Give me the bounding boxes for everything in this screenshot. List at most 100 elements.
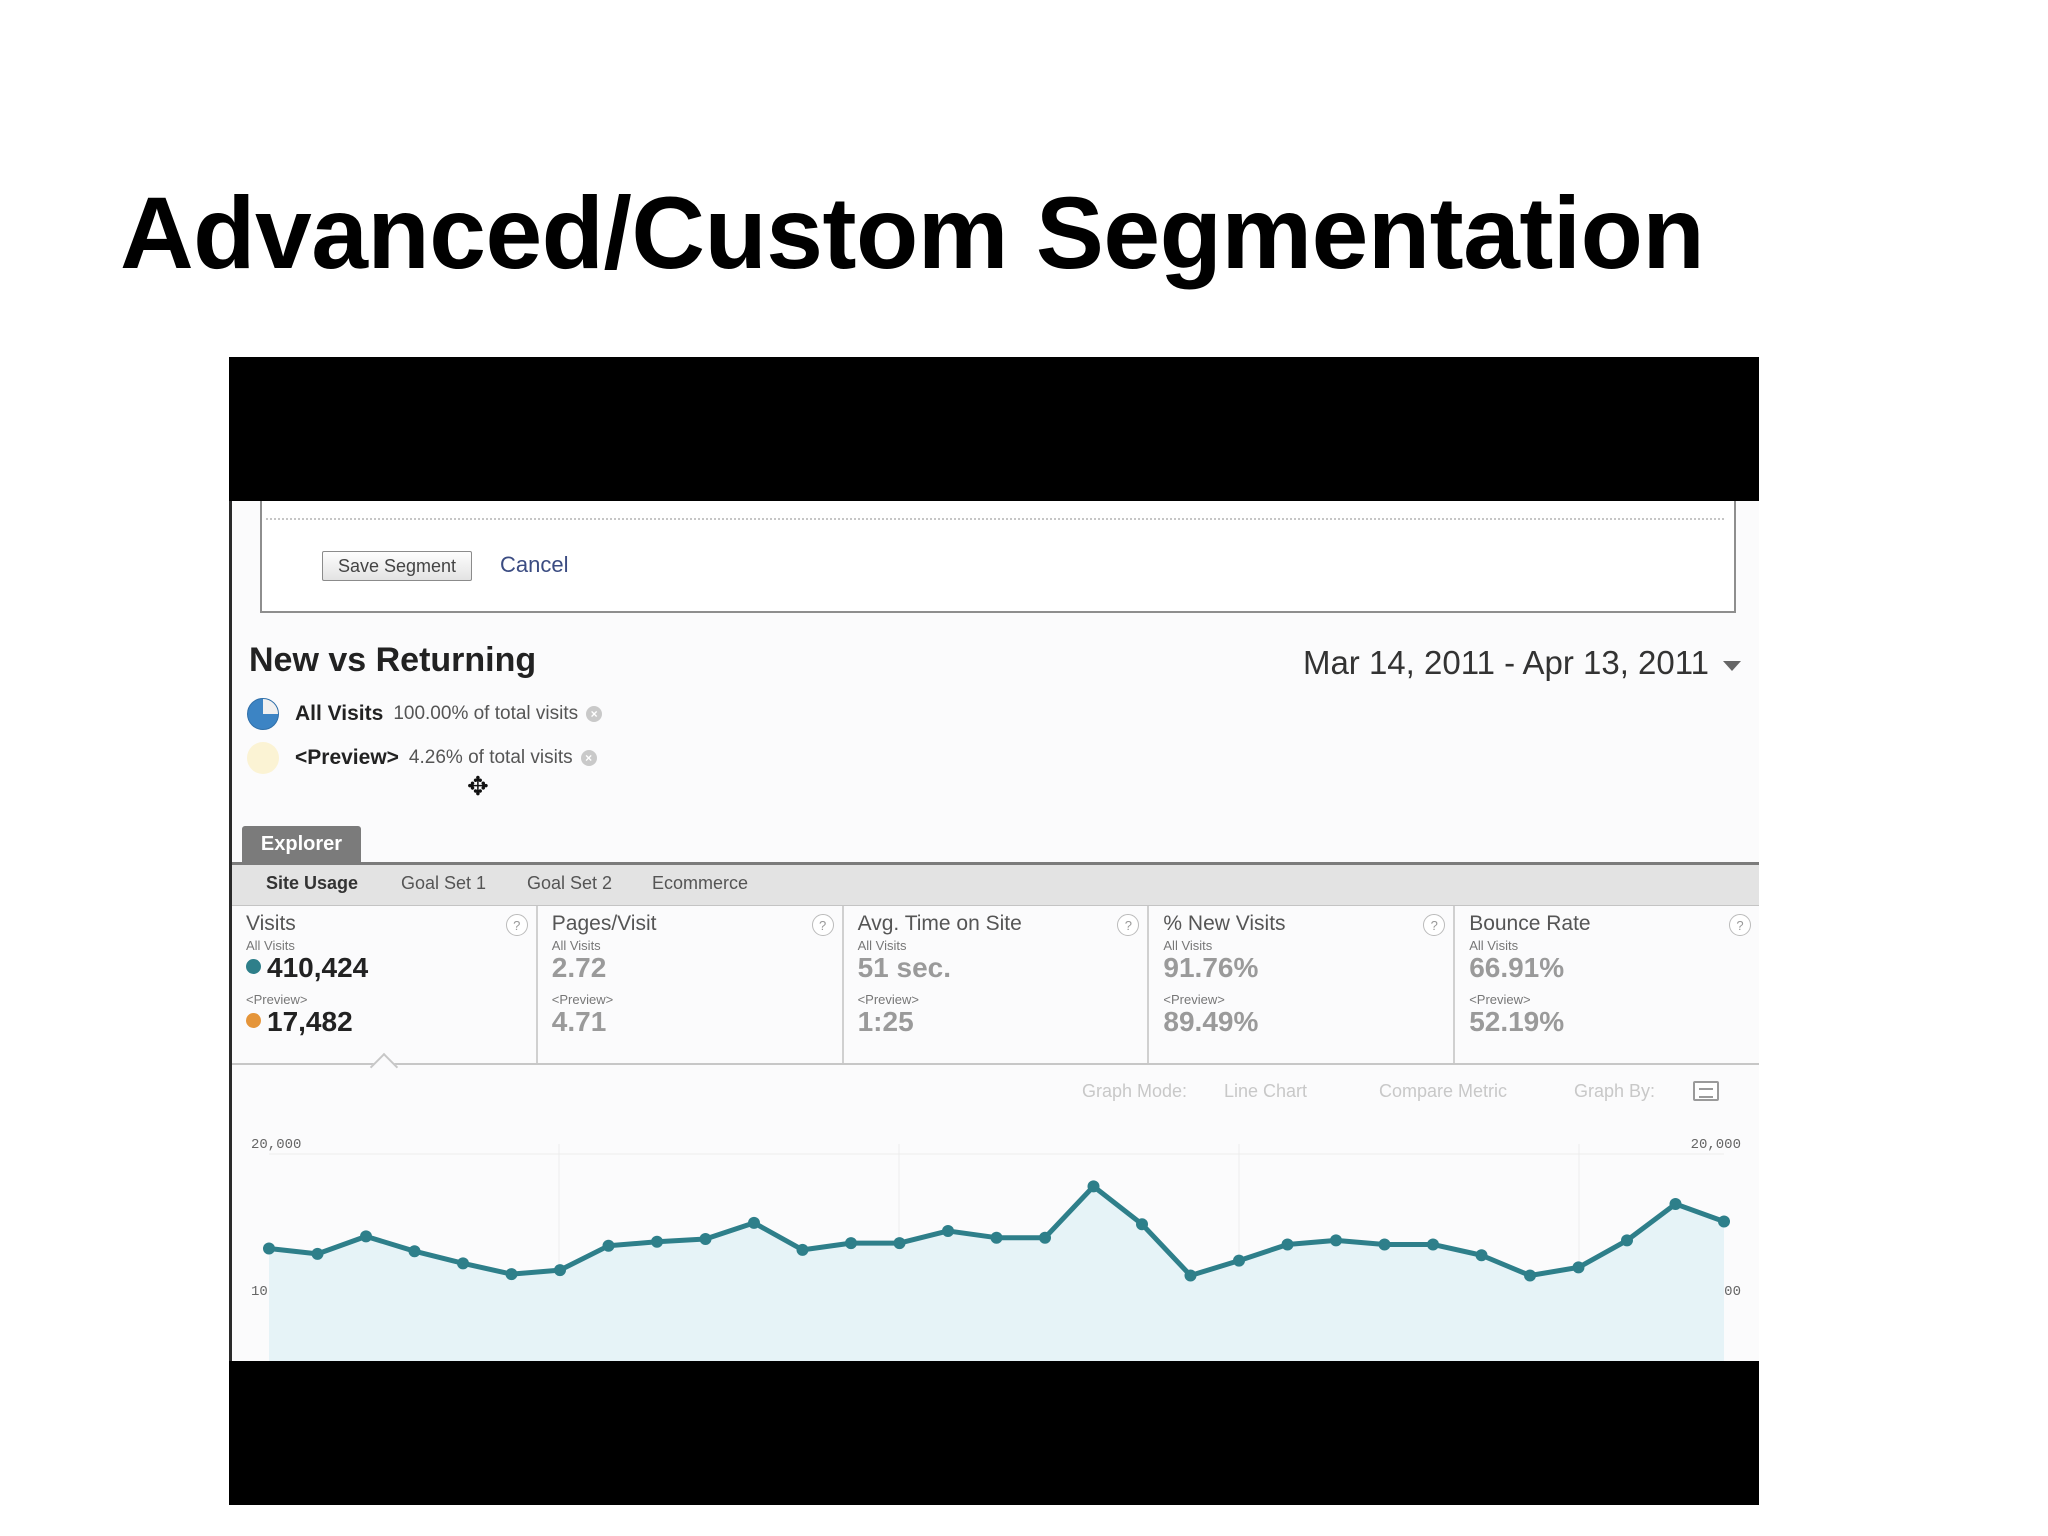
metric-new-visits[interactable]: % New Visits ? All Visits 91.76% <Previe…	[1149, 906, 1456, 1063]
data-point[interactable]	[1718, 1215, 1730, 1228]
data-point[interactable]	[1621, 1234, 1633, 1247]
y-tick-label: 20,000	[251, 1137, 301, 1153]
metric-value-preview: 17,482	[246, 1007, 536, 1037]
graph-mode-select[interactable]: Line Chart	[1224, 1081, 1308, 1101]
compare-metric-select[interactable]: Compare Metric	[1379, 1081, 1508, 1101]
segment-name: All Visits	[295, 702, 384, 725]
metric-value: 17,482	[267, 1006, 353, 1037]
data-point[interactable]	[1136, 1218, 1148, 1231]
save-segment-button[interactable]: Save Segment	[322, 551, 472, 581]
data-point[interactable]	[796, 1243, 809, 1256]
data-point[interactable]	[748, 1216, 760, 1229]
subtab-goal-set-2[interactable]: Goal Set 2	[527, 873, 613, 893]
metric-segment-label: <Preview>	[246, 992, 308, 1007]
metric-name: % New Visits	[1163, 912, 1286, 935]
divider	[266, 518, 1724, 520]
metric-name: Pages/Visit	[551, 912, 657, 935]
subtab-goal-set-1[interactable]: Goal Set 1	[401, 873, 487, 893]
data-point[interactable]	[1524, 1269, 1536, 1282]
data-point[interactable]	[699, 1233, 712, 1246]
series-area	[269, 1186, 1724, 1361]
data-point[interactable]	[1184, 1269, 1197, 1282]
metric-segment-label: All Visits	[1163, 938, 1213, 953]
data-point[interactable]	[942, 1224, 954, 1237]
data-point[interactable]	[651, 1235, 663, 1248]
data-point[interactable]	[408, 1245, 421, 1258]
help-icon[interactable]: ?	[505, 914, 528, 936]
metric-segment-label: All Visits	[1469, 938, 1519, 953]
data-point[interactable]	[360, 1230, 372, 1243]
analytics-screen: Save Segment Cancel New vs Returning Mar…	[229, 501, 1759, 1361]
metric-value: 410,424	[267, 952, 369, 983]
data-point[interactable]	[602, 1239, 615, 1252]
help-icon[interactable]: ?	[1117, 914, 1140, 936]
data-point[interactable]	[1233, 1254, 1245, 1267]
data-point[interactable]	[1281, 1238, 1294, 1251]
data-point[interactable]	[1330, 1234, 1342, 1247]
metric-segment-label: All Visits	[551, 938, 601, 953]
help-icon[interactable]: ?	[811, 914, 834, 936]
tab-explorer[interactable]: Explorer	[242, 826, 361, 862]
data-point[interactable]	[554, 1264, 566, 1277]
data-point[interactable]	[990, 1231, 1003, 1244]
subtab-ecommerce[interactable]: Ecommerce	[652, 873, 749, 893]
remove-segment-icon[interactable]: ×	[586, 706, 603, 722]
metric-value: 51 sec.	[857, 952, 952, 983]
segment-preview[interactable]: <Preview> 4.26% of total visits ×	[247, 741, 597, 775]
metric-segment-label: All Visits	[857, 938, 907, 953]
data-point[interactable]	[263, 1242, 275, 1255]
data-point[interactable]	[1669, 1197, 1682, 1210]
metric-bounce-rate[interactable]: Bounce Rate ? All Visits 66.91% <Preview…	[1455, 906, 1759, 1063]
subtab-site-usage[interactable]: Site Usage	[266, 873, 359, 893]
report-title: New vs Returning	[249, 641, 537, 679]
data-point[interactable]	[505, 1268, 518, 1281]
data-point[interactable]	[1039, 1231, 1051, 1244]
pie-segment-icon	[247, 698, 279, 730]
graph-by-icon[interactable]	[1693, 1081, 1719, 1101]
date-range-picker[interactable]: Mar 14, 2011 - Apr 13, 2011	[1302, 644, 1709, 681]
segment-percentage: 4.26% of total visits	[408, 747, 573, 768]
segment-editor-panel: Save Segment Cancel	[260, 501, 1736, 613]
window-edge	[229, 501, 232, 1361]
metric-segment-label: All Visits	[246, 938, 295, 953]
data-point[interactable]	[1087, 1180, 1100, 1193]
metric-pages-visit[interactable]: Pages/Visit ? All Visits 2.72 <Preview> …	[538, 906, 844, 1063]
teal-dot-icon	[246, 959, 261, 975]
chevron-down-icon[interactable]	[1723, 661, 1741, 671]
metric-name: Visits	[246, 912, 296, 935]
segment-color-icon	[247, 742, 279, 774]
metric-value: 66.91%	[1469, 952, 1565, 983]
video-frame[interactable]: Save Segment Cancel New vs Returning Mar…	[229, 357, 1759, 1505]
metric-segment-label: <Preview>	[551, 992, 614, 1007]
help-icon[interactable]: ?	[1728, 914, 1751, 936]
data-point[interactable]	[311, 1247, 324, 1260]
data-point[interactable]	[1572, 1261, 1585, 1274]
metric-value: 89.49%	[1163, 1006, 1259, 1037]
data-point[interactable]	[893, 1237, 906, 1250]
help-icon[interactable]: ?	[1423, 914, 1446, 936]
metric-value: 1:25	[857, 1006, 914, 1037]
data-point[interactable]	[845, 1237, 857, 1250]
visits-line-chart: 20,000 10,000 20,000 10,000	[251, 1137, 1741, 1361]
graph-by-label: Graph By:	[1574, 1081, 1656, 1101]
metrics-row: Visits ? All Visits 410,424 <Preview> 17…	[232, 906, 1759, 1065]
data-point[interactable]	[1475, 1249, 1488, 1262]
metric-visits[interactable]: Visits ? All Visits 410,424 <Preview> 17…	[232, 906, 538, 1063]
metric-value-all: 410,424	[246, 953, 536, 983]
orange-dot-icon	[246, 1013, 261, 1029]
metric-value: 91.76%	[1163, 952, 1259, 983]
cancel-link[interactable]: Cancel	[500, 552, 569, 577]
metric-value: 4.71	[551, 1006, 607, 1037]
metric-name: Bounce Rate	[1469, 912, 1591, 935]
segment-name: <Preview>	[295, 746, 399, 769]
metric-segment-label: <Preview>	[1469, 992, 1531, 1007]
data-point[interactable]	[1378, 1238, 1391, 1251]
segment-all-visits[interactable]: All Visits 100.00% of total visits ×	[247, 697, 603, 731]
slide-title: Advanced/Custom Segmentation	[120, 176, 1705, 290]
data-point[interactable]	[1427, 1238, 1439, 1251]
data-point[interactable]	[457, 1257, 469, 1270]
metric-avg-time[interactable]: Avg. Time on Site ? All Visits 51 sec. <…	[844, 906, 1150, 1063]
metric-name: Avg. Time on Site	[857, 912, 1022, 935]
remove-segment-icon[interactable]: ×	[580, 750, 597, 766]
segment-percentage: 100.00% of total visits	[393, 703, 579, 724]
